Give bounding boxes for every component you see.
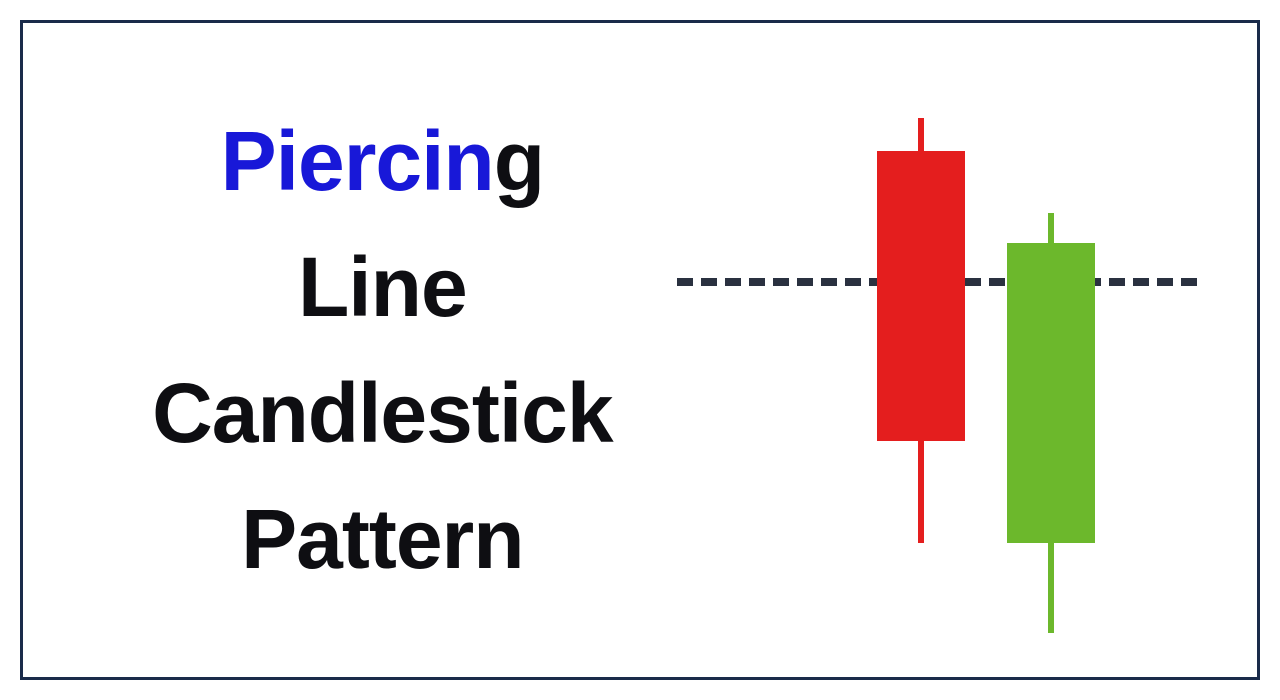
title-highlight: Piercin bbox=[221, 114, 494, 208]
bullish-candle-body bbox=[1007, 243, 1095, 543]
bullish-candle bbox=[1007, 103, 1095, 643]
diagram-frame: Piercing Line Candlestick Pattern bbox=[20, 20, 1260, 680]
bearish-candle bbox=[877, 103, 965, 643]
title-line-3: Candlestick bbox=[63, 350, 702, 476]
title-line-2: Line bbox=[63, 224, 702, 350]
title-block: Piercing Line Candlestick Pattern bbox=[23, 98, 702, 602]
bearish-candle-body bbox=[877, 151, 965, 441]
title-rest: g bbox=[494, 114, 544, 208]
title-line-4: Pattern bbox=[63, 476, 702, 602]
title-line-1: Piercing bbox=[63, 98, 702, 224]
candlestick-chart bbox=[677, 103, 1197, 643]
